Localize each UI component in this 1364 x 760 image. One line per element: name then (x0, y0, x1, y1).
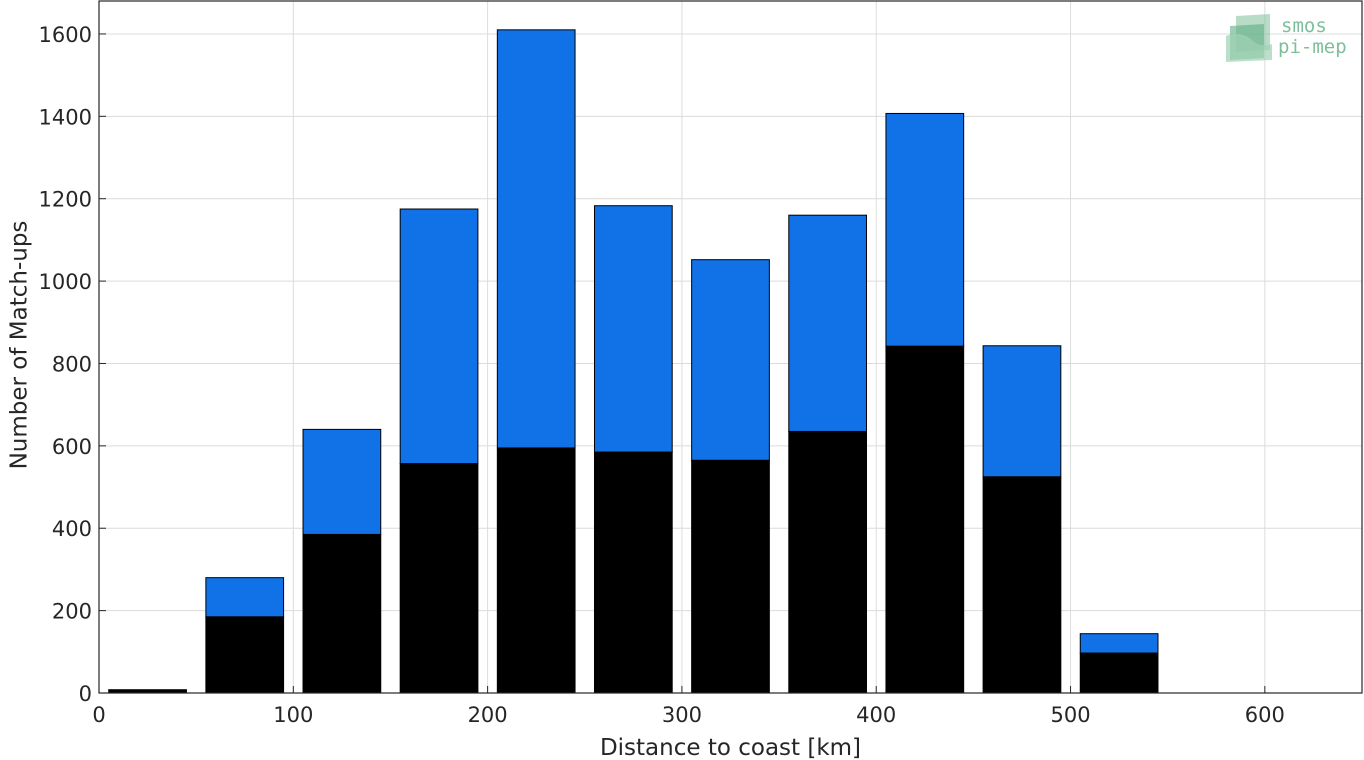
x-tick-label-4: 400 (856, 703, 896, 727)
y-axis-label: Number of Match-ups (7, 221, 33, 470)
bar-series2-10 (1079, 633, 1159, 654)
grid-lines (99, 1, 1362, 693)
bar-series1-4 (496, 447, 576, 694)
bar-series2-9 (982, 345, 1062, 478)
y-axis-ticks: 0 200 400 600 800 1000 1200 1400 1600 (39, 23, 106, 706)
bar-series1-6 (691, 459, 770, 694)
bar-series1-7 (788, 430, 868, 694)
bar-series1-3 (399, 463, 479, 694)
y-tick-label-2: 400 (52, 517, 92, 541)
bar-series1-8 (885, 345, 965, 694)
x-tick-label-3: 300 (662, 703, 702, 727)
bar-series2-8 (885, 112, 965, 347)
y-tick-label-7: 1400 (39, 105, 92, 129)
logo-line2: pi-mep (1278, 36, 1347, 58)
x-axis-ticks: 0 100 200 300 400 500 600 (92, 686, 1285, 727)
bar-series2-7 (788, 214, 868, 432)
x-tick-label-1: 100 (273, 703, 313, 727)
y-tick-label-5: 1000 (39, 270, 92, 294)
x-axis-label: Distance to coast [km] (600, 735, 861, 760)
logo-mark-icon (1226, 14, 1272, 62)
bar-series1-10 (1079, 652, 1159, 694)
y-tick-label-0: 0 (79, 682, 92, 706)
bar-series2-3 (399, 208, 479, 465)
bar-series1-1 (205, 616, 285, 694)
smos-pi-mep-logo: smos pi-mep (1226, 14, 1347, 62)
logo-line1: smos (1281, 15, 1327, 37)
y-tick-label-8: 1600 (39, 23, 92, 47)
y-tick-label-3: 600 (52, 435, 92, 459)
x-tick-label-5: 500 (1050, 703, 1090, 727)
bar-series2-5 (593, 205, 673, 453)
y-tick-label-6: 1200 (39, 188, 92, 212)
bars (108, 29, 1159, 694)
plot-frame (98, 0, 1363, 694)
x-tick-label-2: 200 (468, 703, 508, 727)
bar-series1-5 (593, 451, 673, 694)
bar-series1-9 (982, 476, 1062, 694)
bar-series2-4 (496, 29, 576, 449)
bar-series1-2 (302, 533, 382, 694)
y-tick-label-4: 800 (52, 352, 92, 376)
bar-series2-2 (302, 428, 382, 535)
x-tick-label-0: 0 (92, 703, 105, 727)
x-tick-label-6: 600 (1245, 703, 1285, 727)
y-tick-label-1: 200 (52, 600, 92, 624)
bar-series2-1 (205, 577, 285, 618)
bar-series2-6 (691, 259, 770, 461)
